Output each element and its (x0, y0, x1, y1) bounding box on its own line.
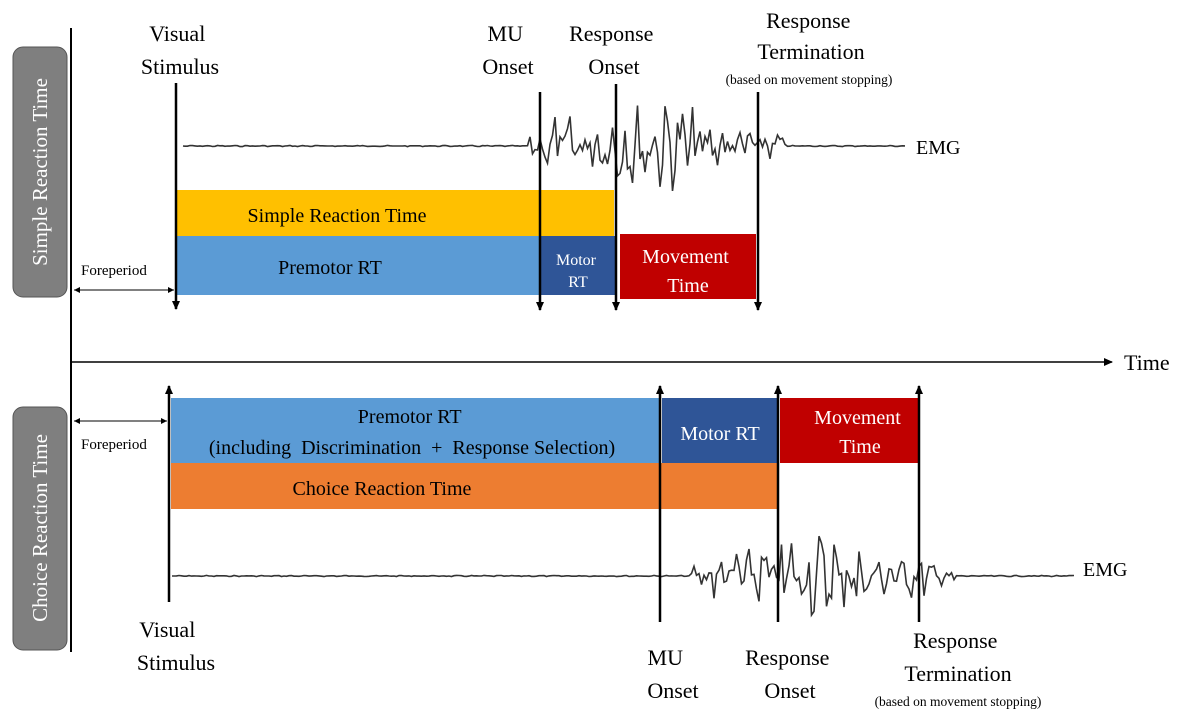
choice-premotor-rt-bar (171, 398, 660, 463)
choice-reaction-time-bar (171, 463, 778, 509)
simple-panel-label-text: Simple Reaction Time (28, 78, 52, 266)
simple-movement-time-bar (620, 234, 756, 299)
choice-response-onset-label: Response Onset (745, 645, 835, 703)
choice-visual-stimulus-label: Visual Stimulus (137, 617, 215, 675)
time-axis-label: Time (1124, 350, 1170, 375)
simple-reaction-time-bar-label: Simple Reaction Time (248, 205, 427, 227)
simple-premotor-rt-bar-label: Premotor RT (278, 257, 382, 279)
choice-motor-rt-bar (662, 398, 778, 463)
choice-foreperiod-label: Foreperiod (81, 437, 147, 453)
choice-mu-onset-label: MU Onset (647, 645, 698, 703)
simple-motor-rt-bar-label: Motor RT (556, 252, 600, 291)
simple-visual-stimulus-label: Visual Stimulus (141, 21, 219, 79)
choice-reaction-time-bar-label: Choice Reaction Time (293, 478, 472, 500)
choice-panel-label-text: Choice Reaction Time (28, 434, 52, 622)
simple-response-onset-label: Response Onset (569, 21, 659, 79)
simple-response-termination-label: Response Termination (757, 8, 864, 64)
choice-movement-time-bar-label: Movement Time (814, 407, 906, 458)
choice-emg-trace (172, 535, 1075, 618)
choice-motor-rt-bar-label: Motor RT (680, 423, 759, 445)
choice-movement-time-bar (780, 398, 918, 463)
choice-emg-label: EMG (1083, 559, 1127, 581)
choice-response-termination-label: Response Termination (904, 628, 1011, 686)
simple-premotor-rt-bar (177, 236, 540, 295)
simple-emg-label: EMG (916, 137, 960, 159)
choice-termination-note: (based on movement stopping) (875, 694, 1042, 709)
choice-panel-label: Choice Reaction Time (12, 406, 68, 651)
simple-movement-time-bar-label: Movement Time (642, 246, 734, 297)
choice-premotor-rt-bar-label: Premotor RT (including Discrimination + … (209, 406, 615, 459)
simple-emg-trace (182, 105, 906, 191)
simple-foreperiod-label: Foreperiod (81, 263, 147, 279)
simple-termination-note: (based on movement stopping) (726, 72, 893, 87)
simple-motor-rt-bar (540, 236, 616, 295)
simple-panel-label: Simple Reaction Time (12, 46, 68, 298)
simple-mu-onset-label: MU Onset (482, 21, 533, 79)
